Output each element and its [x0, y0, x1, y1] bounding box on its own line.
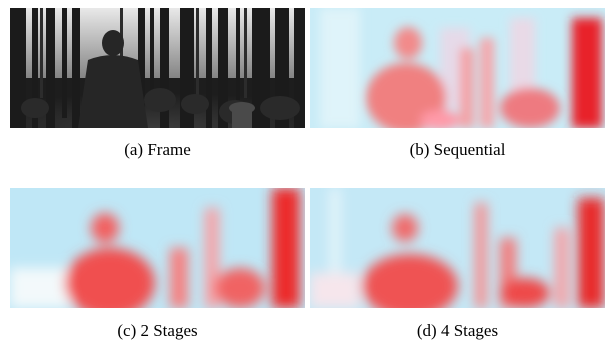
frame-image	[10, 8, 305, 128]
four-stages-heatmap	[310, 188, 605, 308]
caption-c: (c) 2 Stages	[117, 321, 198, 340]
caption-b: (b) Sequential	[409, 140, 506, 159]
two-stages-heatmap	[10, 188, 305, 308]
sequential-heatmap	[310, 8, 605, 128]
caption-a: (a) Frame	[124, 140, 191, 159]
caption-d: (d) 4 Stages	[416, 321, 499, 340]
